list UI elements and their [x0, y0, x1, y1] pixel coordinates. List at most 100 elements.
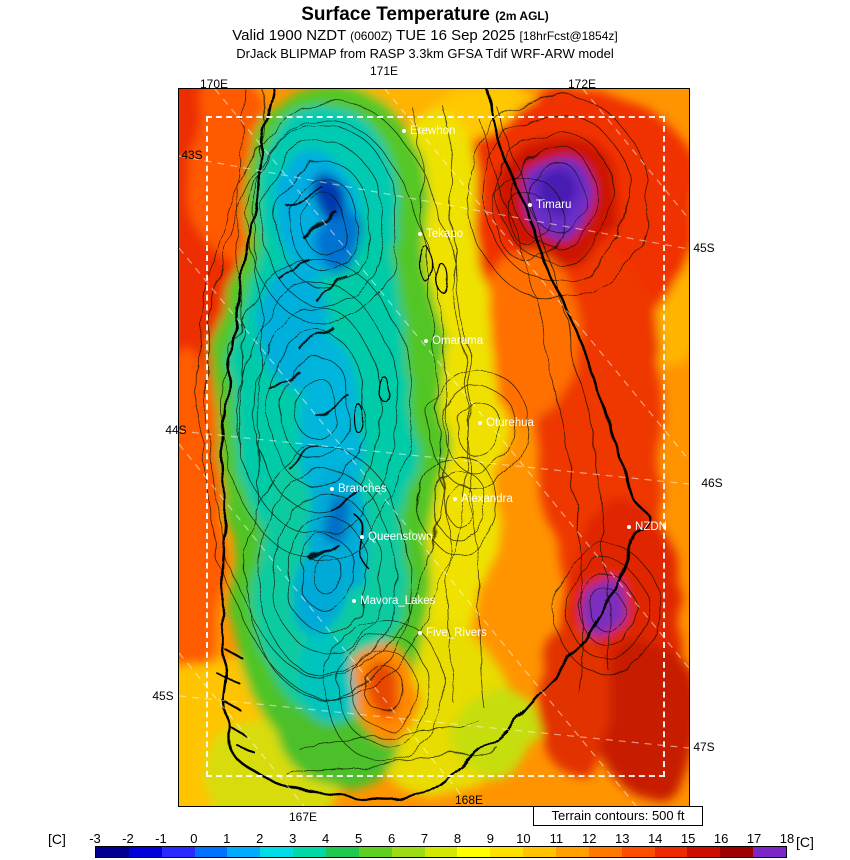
- colorbar-tick-18: 18: [779, 831, 795, 846]
- colorbar-tick-10: 10: [516, 831, 531, 846]
- axis-label-168e-10: 168E: [454, 793, 484, 807]
- place-label: NZDN: [635, 521, 667, 533]
- colorbar-cell-20: [753, 847, 787, 857]
- colorbar-tick-17: 17: [746, 831, 762, 846]
- colorbar-cell-2: [161, 847, 195, 857]
- place-dot: [352, 599, 356, 603]
- place-marker-omarama: Omarama: [424, 335, 483, 347]
- colorbar-cell-15: [588, 847, 622, 857]
- colorbar-tick-1: 1: [223, 831, 231, 846]
- colorbar-tick-3: 3: [289, 831, 297, 846]
- contour-lines: [198, 89, 660, 778]
- colorbar-cell-1: [128, 847, 162, 857]
- ridge-strokes: [268, 186, 360, 560]
- terrain-contours-note: Terrain contours: 500 ft: [533, 806, 703, 826]
- colorbar-cell-19: [720, 847, 754, 857]
- axis-label-44s-4: 44S: [165, 423, 187, 437]
- colorbar-tick-14: 14: [647, 831, 663, 846]
- place-dot: [418, 232, 422, 236]
- coastline: [218, 89, 651, 801]
- colorbar-cell-6: [293, 847, 327, 857]
- colorbar-tick-12: 12: [582, 831, 597, 846]
- colorbar-tick-0: 0: [190, 831, 198, 846]
- place-marker-mavora_lakes: Mavora_Lakes: [352, 595, 435, 607]
- axis-label-170e-0: 170E: [199, 77, 229, 91]
- colorbar-unit-right: [C]: [796, 834, 814, 850]
- place-label: Omarama: [432, 335, 484, 347]
- place-marker-erewhon: Erewhon: [402, 125, 455, 137]
- colorbar: [95, 846, 787, 858]
- place-dot: [478, 421, 482, 425]
- place-marker-queenstown: Queenstown: [360, 531, 433, 543]
- colorbar-cell-14: [556, 847, 589, 857]
- place-marker-five_rivers: Five_Rivers: [418, 627, 487, 639]
- axis-label-46s-7: 46S: [701, 476, 723, 490]
- colorbar-ticks: -3 -2 -1 0 1 2 3 4 5 6 7 8 9 10 11 12 13 14 15 16 17 18: [89, 831, 794, 846]
- place-dot: [360, 535, 364, 539]
- colorbar-tick-16: 16: [713, 831, 729, 846]
- place-marker-oturehua: Oturehua: [478, 417, 534, 429]
- place-marker-timaru: Timaru: [528, 199, 571, 211]
- place-marker-nzdn: NZDN: [627, 521, 667, 533]
- colorbar-tick-11: 11: [549, 831, 564, 846]
- place-label: Tekapo: [426, 228, 464, 240]
- axis-label-167e-9: 167E: [288, 810, 318, 824]
- place-dot: [402, 129, 406, 133]
- colorbar-cell-9: [391, 847, 425, 857]
- place-label: Timaru: [536, 199, 572, 211]
- place-label: Alexandra: [461, 493, 513, 505]
- colorbar-tick-9: 9: [486, 831, 495, 846]
- colorbar-cell-0: [96, 847, 129, 857]
- model-domain-box: [206, 116, 665, 777]
- axis-label-47s-8: 47S: [693, 740, 715, 754]
- colorbar-cell-5: [260, 847, 294, 857]
- colorbar-cell-10: [424, 847, 458, 857]
- place-marker-alexandra: Alexandra: [453, 493, 513, 505]
- place-label: Mavora_Lakes: [360, 595, 436, 607]
- axis-label-172e-2: 172E: [567, 77, 597, 91]
- place-label: Oturehua: [486, 417, 534, 429]
- plot-title: Surface Temperature (2m AGL): [0, 3, 850, 27]
- axis-label-43s-3: 43S: [181, 148, 203, 162]
- colorbar-tick-7: 7: [420, 831, 429, 846]
- colorbar-cell-12: [490, 847, 524, 857]
- temperature-field: [179, 89, 689, 806]
- colorbar-unit-left: [C]: [48, 831, 66, 847]
- place-dot: [418, 631, 422, 635]
- colorbar-cell-3: [194, 847, 228, 857]
- axis-label-171e-1: 171E: [369, 64, 399, 78]
- valid-date: TUE 16 Sep 2025: [396, 26, 516, 44]
- plot-header: Surface Temperature (2m AGL) Valid 1900 …: [0, 3, 850, 62]
- graticule: [179, 89, 689, 806]
- colorbar-cell-16: [621, 847, 655, 857]
- colorbar-cell-17: [654, 847, 688, 857]
- colorbar-cell-18: [687, 847, 721, 857]
- colorbar-tick--2: -2: [122, 831, 134, 846]
- place-label: Five_Rivers: [426, 627, 487, 639]
- valid-zulu: (0600Z): [350, 28, 393, 43]
- place-dot: [424, 339, 428, 343]
- colorbar-tick--1: -1: [155, 831, 167, 846]
- title-text: Surface Temperature: [301, 4, 490, 25]
- colorbar-tick-5: 5: [354, 831, 363, 846]
- colorbar-tick-6: 6: [387, 831, 396, 846]
- colorbar-cell-4: [227, 847, 261, 857]
- colorbar-tick-4: 4: [322, 831, 330, 846]
- axis-label-45s-6: 45S: [693, 241, 715, 255]
- place-dot: [330, 487, 334, 491]
- colorbar-tick-2: 2: [256, 831, 264, 846]
- colorbar-tick-8: 8: [453, 831, 462, 846]
- model-line: DrJack BLIPMAP from RASP 3.3km GFSA Tdif…: [236, 45, 614, 61]
- colorbar-cell-7: [326, 847, 359, 857]
- axis-label-45s-5: 45S: [152, 689, 174, 703]
- temperature-map: [178, 88, 690, 807]
- colorbar-tick--3: -3: [89, 831, 101, 846]
- valid-prefix: Valid 1900 NZDT: [232, 26, 346, 44]
- place-dot: [627, 525, 631, 529]
- title-note: (2m AGL): [495, 9, 549, 23]
- colorbar-cell-11: [457, 847, 491, 857]
- place-label: Queenstown: [368, 531, 433, 543]
- place-label: Branches: [338, 483, 387, 495]
